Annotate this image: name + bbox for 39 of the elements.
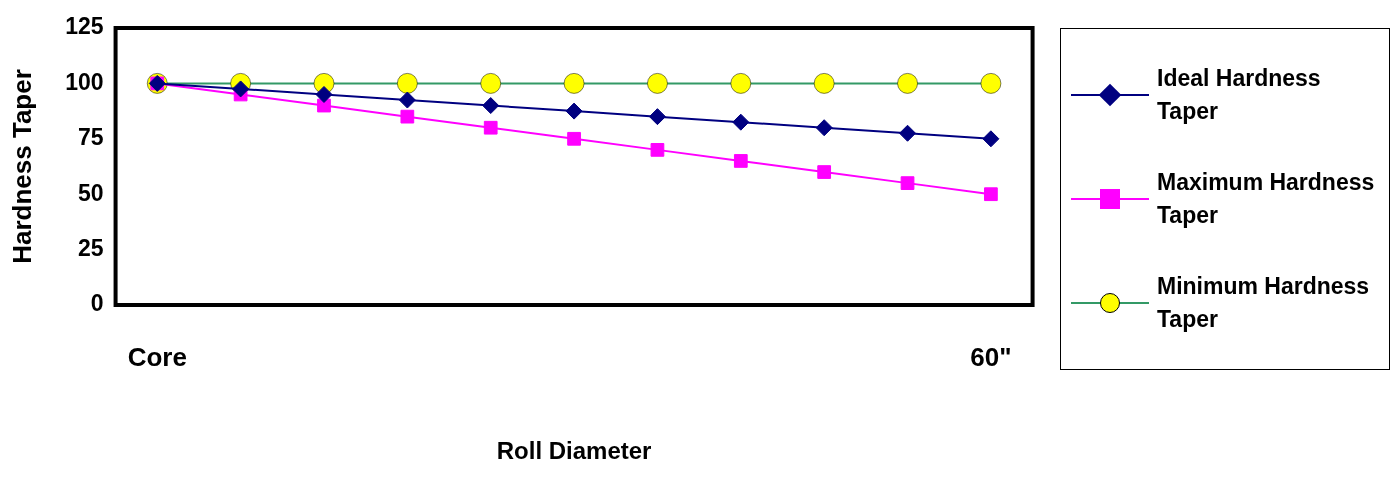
x-tick-label: 60" (970, 341, 1012, 372)
y-tick-label: 100 (65, 68, 104, 95)
point (483, 120, 498, 135)
legend-label: Maximum Hardness Taper (1157, 168, 1376, 230)
point (730, 73, 752, 94)
point (813, 73, 835, 94)
legend-label: Minimum Hardness Taper (1157, 272, 1371, 334)
point (397, 73, 418, 94)
x-axis-title: Roll Diameter (496, 437, 652, 465)
point (647, 73, 668, 94)
point (567, 131, 581, 146)
point (732, 113, 750, 131)
legend-label: Ideal Hardness Taper (1157, 64, 1322, 126)
point (897, 73, 918, 94)
y-tick-label: 25 (77, 234, 104, 261)
point (398, 91, 416, 109)
y-tick-label: 50 (77, 179, 104, 206)
y-tick-label: 125 (65, 13, 104, 40)
point (900, 176, 915, 190)
point (648, 108, 666, 126)
y-tick-label: 0 (90, 290, 104, 317)
point (482, 97, 500, 115)
point (315, 85, 333, 103)
y-axis-title: Hardness Taper (6, 69, 37, 264)
point (563, 73, 585, 94)
point (984, 187, 998, 202)
point (232, 80, 250, 98)
y-tick-label: 75 (77, 124, 104, 151)
point (815, 119, 833, 137)
point (899, 124, 917, 142)
point (733, 154, 748, 168)
point (480, 73, 501, 94)
x-tick-label: Core (127, 341, 187, 372)
point (565, 102, 583, 120)
point (817, 165, 832, 179)
point (980, 73, 1002, 94)
point (982, 130, 1000, 148)
point (650, 143, 665, 157)
point (400, 109, 415, 124)
